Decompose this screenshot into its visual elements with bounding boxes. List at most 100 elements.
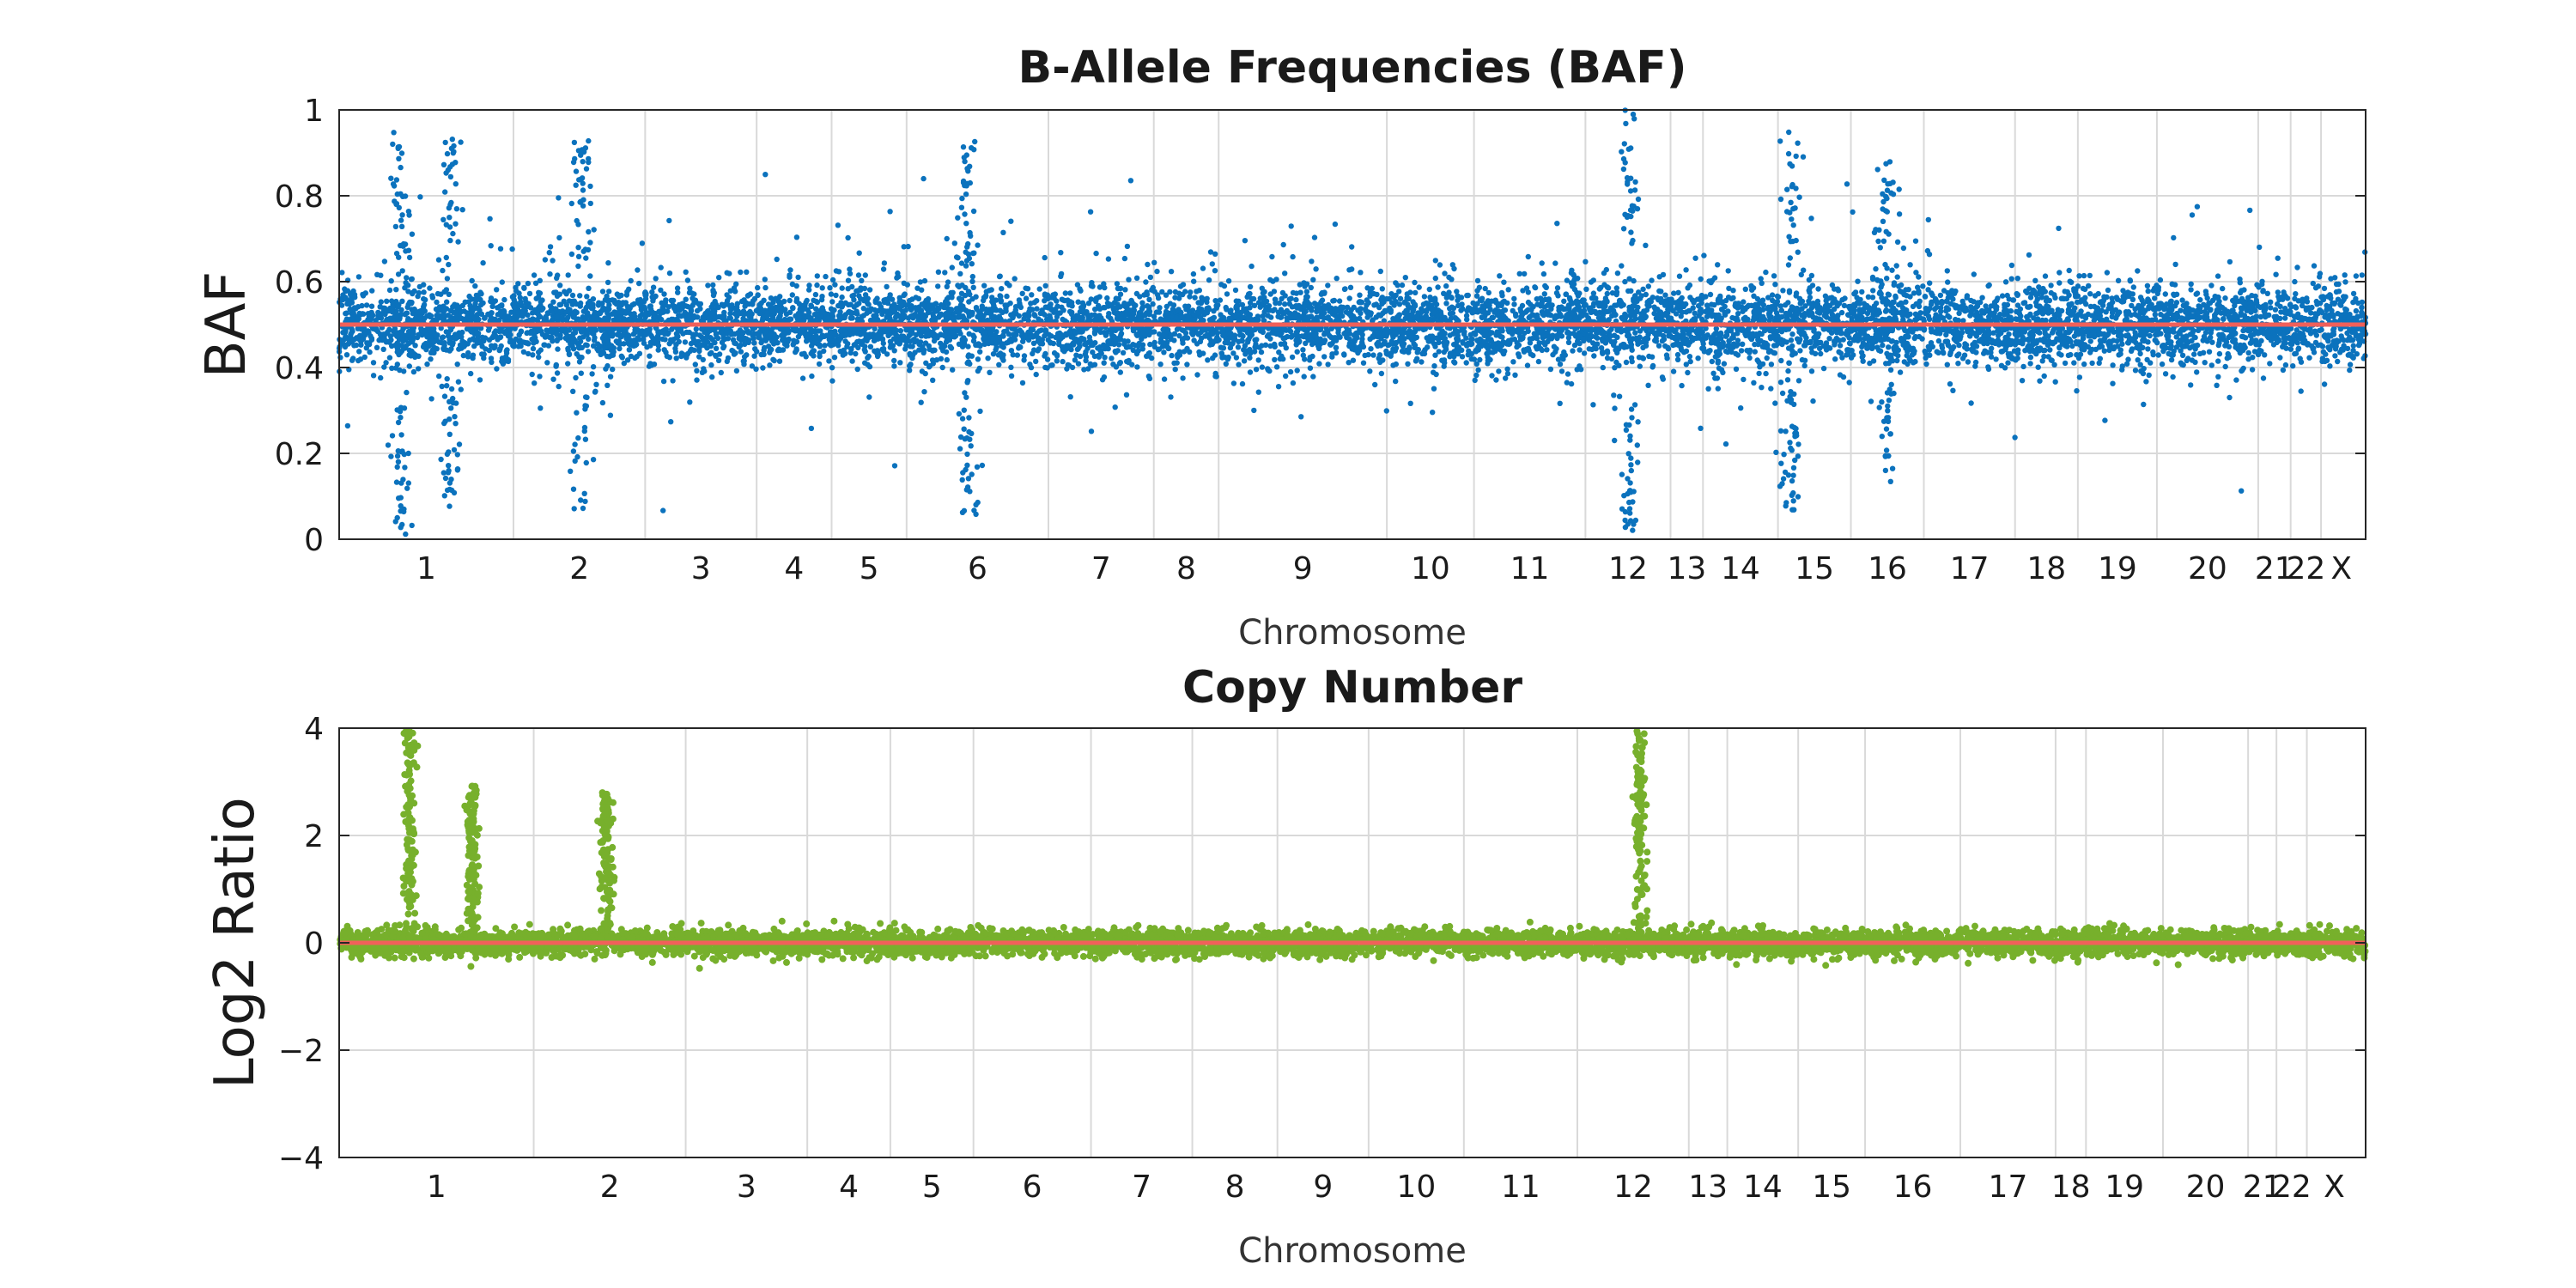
- baf-point: [1663, 352, 1670, 358]
- baf-point: [758, 351, 764, 358]
- baf-point: [1905, 287, 1911, 293]
- baf-point: [847, 270, 854, 276]
- baf-point: [1558, 368, 1565, 374]
- baf-point: [724, 358, 730, 365]
- baf-point: [687, 285, 693, 291]
- baf-point: [975, 356, 981, 362]
- baf-point: [673, 355, 679, 361]
- baf-point: [2082, 313, 2088, 319]
- baf-point: [1419, 359, 1425, 365]
- baf-point: [1459, 354, 1466, 360]
- baf-point: [795, 274, 801, 281]
- baf-point: [2037, 378, 2043, 384]
- baf-point: [1376, 352, 1383, 358]
- baf-point: [537, 374, 543, 380]
- baf-point: [1869, 295, 1876, 301]
- baf-point: [2277, 303, 2283, 310]
- baf-point: [410, 368, 417, 375]
- baf-point: [856, 250, 862, 256]
- baf-point: [1275, 384, 1282, 390]
- baf-point: [1273, 364, 1280, 370]
- baf-point: [2354, 351, 2360, 357]
- baf-point: [1290, 380, 1297, 386]
- baf-point: [1225, 278, 1232, 284]
- baf-point: [1473, 372, 1479, 379]
- baf-point: [1435, 284, 1441, 290]
- baf-point: [2260, 375, 2267, 381]
- baf-point: [2245, 349, 2251, 356]
- baf-point: [1302, 356, 1308, 362]
- baf-point: [1595, 341, 1601, 347]
- baf-point: [1474, 277, 1481, 284]
- baf-point: [1072, 357, 1078, 363]
- baf-point: [1752, 349, 1759, 355]
- baf-point: [2239, 488, 2245, 494]
- baf-point: [762, 284, 769, 291]
- baf-point: [693, 326, 699, 332]
- baf-point: [1412, 279, 1418, 286]
- baf-point: [1950, 387, 1956, 393]
- baf-point: [1008, 218, 1014, 224]
- baf-point: [1998, 362, 2005, 368]
- baf-point: [1741, 299, 1747, 305]
- baf-point: [2268, 299, 2274, 305]
- baf-point: [2057, 270, 2063, 276]
- baf-point: [584, 294, 590, 300]
- baf-point: [2062, 360, 2069, 367]
- baf-point: [1649, 354, 1656, 360]
- baf-point: [1242, 238, 1249, 244]
- baf-point: [1923, 361, 1929, 368]
- baf-point: [950, 367, 956, 373]
- baf-point: [1321, 354, 1327, 360]
- baf-point: [1104, 295, 1110, 301]
- baf-point: [632, 329, 638, 336]
- baf-point: [1413, 289, 1419, 296]
- baf-point: [1945, 279, 1951, 285]
- baf-point: [647, 353, 653, 359]
- baf-point: [1692, 310, 1698, 316]
- baf-point: [1124, 243, 1131, 250]
- baf-point: [1815, 286, 1821, 292]
- baf-point: [1710, 370, 1716, 376]
- baf-point: [789, 292, 795, 298]
- baf-point: [1432, 275, 1439, 282]
- baf-point: [1097, 284, 1103, 290]
- baf-point: [747, 291, 754, 297]
- baf-point: [1614, 270, 1621, 276]
- baf-point: [533, 295, 539, 301]
- baf-point: [2298, 388, 2304, 394]
- baf-point: [1075, 299, 1081, 305]
- baf-point: [2353, 273, 2360, 279]
- baf-point: [1870, 288, 1876, 294]
- baf-point: [1147, 274, 1154, 281]
- baf-point: [1555, 356, 1562, 362]
- baf-point: [1099, 377, 1106, 383]
- baf-point: [829, 276, 836, 283]
- baf-point: [956, 283, 963, 290]
- baf-point: [1294, 368, 1300, 374]
- baf-point: [1727, 345, 1734, 351]
- baf-point: [1258, 349, 1265, 355]
- baf-point: [2157, 276, 2164, 283]
- baf-point: [626, 286, 632, 292]
- baf-point: [1600, 364, 1607, 371]
- baf-point: [2227, 258, 2233, 265]
- baf-point: [1553, 290, 1560, 296]
- baf-point: [386, 355, 393, 361]
- baf-point: [2359, 299, 2366, 306]
- baf-point: [939, 364, 945, 371]
- baf-point: [1269, 253, 1275, 260]
- baf-point: [1747, 355, 1753, 361]
- baf-point: [1196, 288, 1203, 294]
- baf-point: [733, 368, 740, 374]
- baf-point: [2222, 363, 2228, 370]
- baf-point: [1913, 270, 1919, 276]
- baf-point: [2128, 348, 2135, 354]
- baf-point: [607, 412, 614, 418]
- baf-point: [837, 327, 844, 334]
- baf-point: [1087, 209, 1094, 215]
- baf-point: [2068, 351, 2074, 358]
- baf-point: [649, 289, 655, 295]
- baf-point: [2117, 347, 2123, 353]
